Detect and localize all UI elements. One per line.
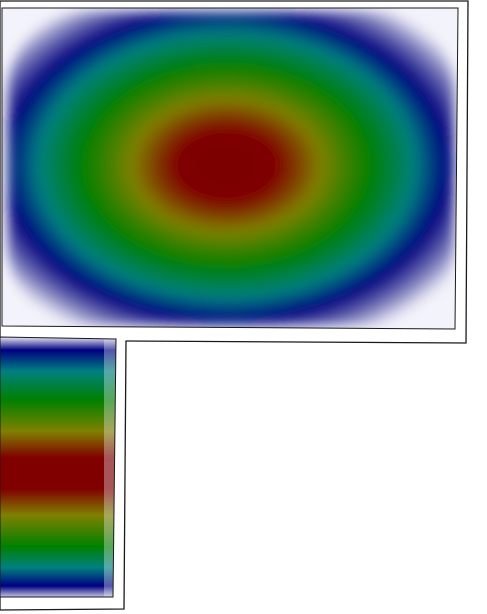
lower-field-edge-fade [104,337,116,597]
upper-field-panel [2,8,458,329]
upper-field-gradient [8,12,454,325]
upper-panel-border [1,7,459,330]
domain-boundary [0,0,469,611]
lower-field-panel [0,337,116,597]
lower-field-gradient [0,337,116,597]
lower-panel-border [0,336,117,598]
